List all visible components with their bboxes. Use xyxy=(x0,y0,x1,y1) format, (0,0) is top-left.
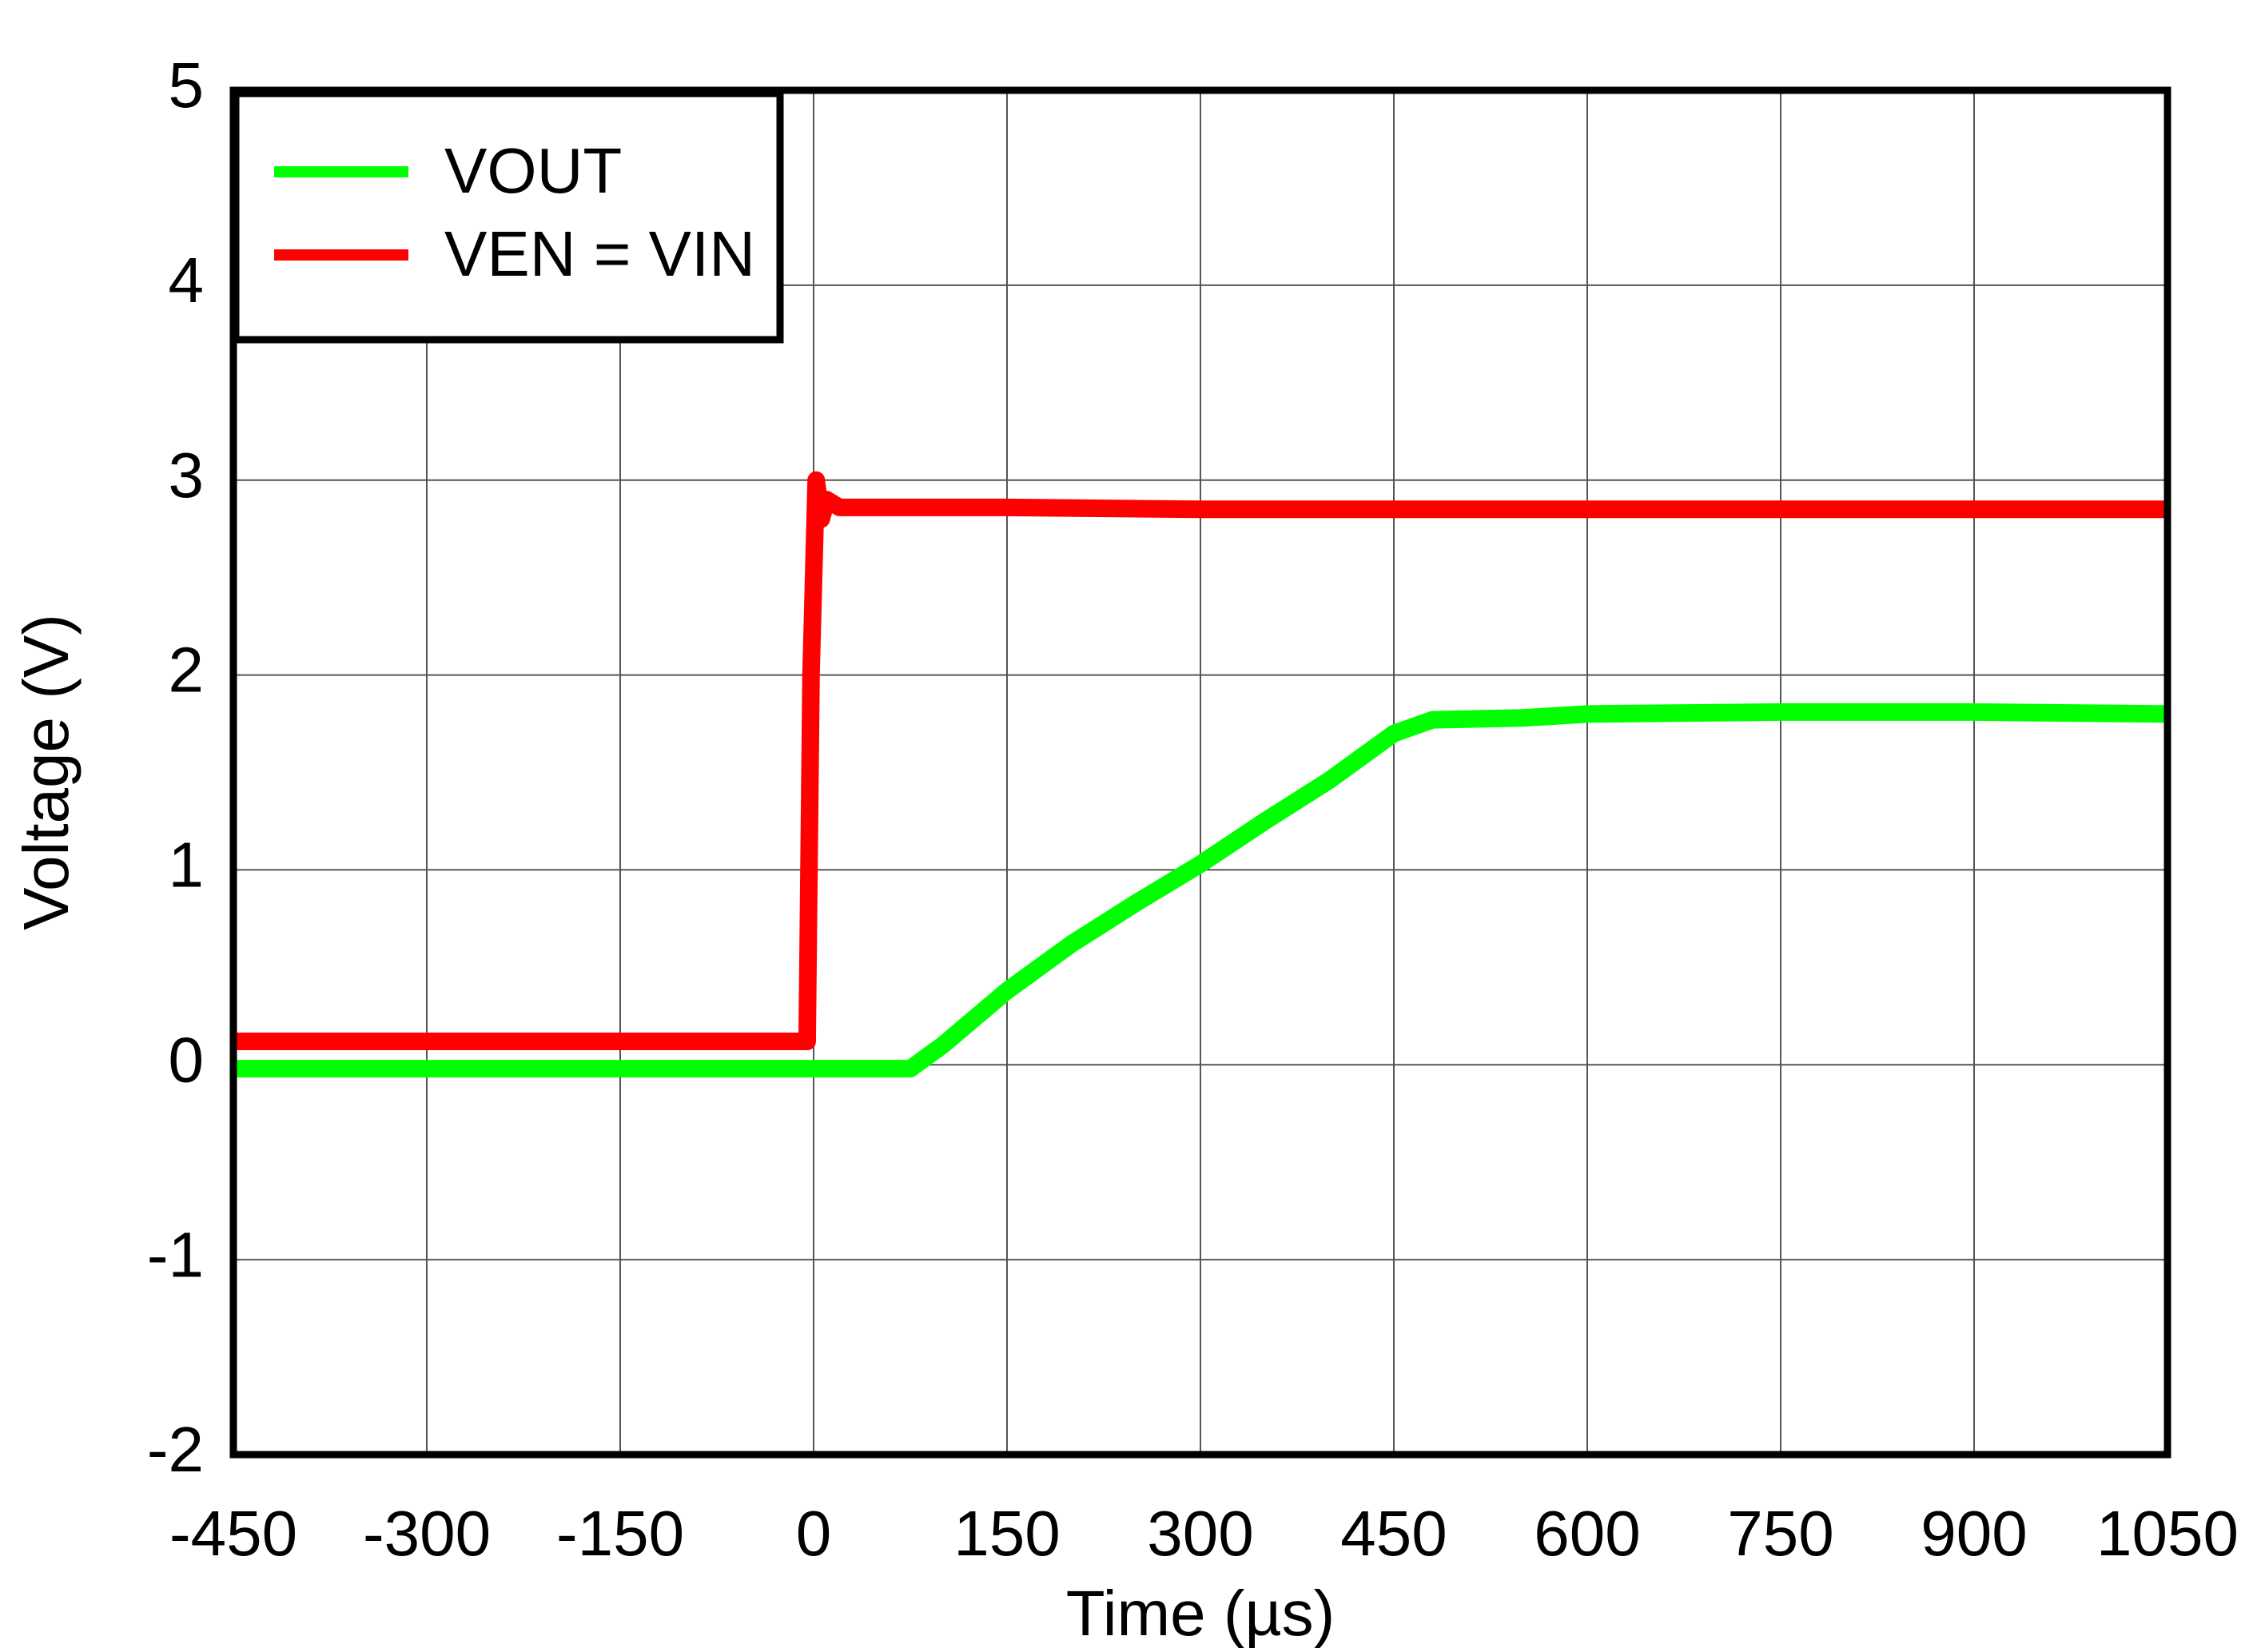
y-tick-label: -2 xyxy=(147,1414,204,1485)
y-axis-title: Voltage (V) xyxy=(10,614,82,930)
series-line xyxy=(233,471,2167,1051)
y-tick-label: 4 xyxy=(169,245,205,316)
x-tick-label: -150 xyxy=(556,1498,684,1569)
plot-frame xyxy=(229,86,2171,1459)
x-tick-label: -300 xyxy=(363,1498,491,1569)
legend-label: VOUT xyxy=(444,135,622,206)
legend-label: VEN = VIN xyxy=(444,218,755,289)
series-line xyxy=(233,703,2168,1078)
x-tick-label: 300 xyxy=(1147,1498,1253,1569)
x-tick-label: 150 xyxy=(953,1498,1060,1569)
x-tick-label: 750 xyxy=(1727,1498,1833,1569)
x-tick-label: 450 xyxy=(1340,1498,1447,1569)
x-tick-label: 1050 xyxy=(2096,1498,2239,1569)
legend-box xyxy=(232,90,784,344)
x-axis-title: Time (µs) xyxy=(1066,1578,1335,1648)
x-tick-label: 900 xyxy=(1921,1498,2027,1569)
x-tick-label: 0 xyxy=(796,1498,832,1569)
y-tick-label: 5 xyxy=(169,50,205,121)
x-tick-label: -450 xyxy=(169,1498,297,1569)
y-tick-label: 0 xyxy=(169,1024,205,1095)
y-tick-label: 2 xyxy=(169,635,205,706)
y-tick-label: -1 xyxy=(147,1219,204,1290)
y-tick-label: 1 xyxy=(169,830,205,901)
x-tick-label: 600 xyxy=(1534,1498,1640,1569)
y-tick-label: 3 xyxy=(169,440,205,511)
